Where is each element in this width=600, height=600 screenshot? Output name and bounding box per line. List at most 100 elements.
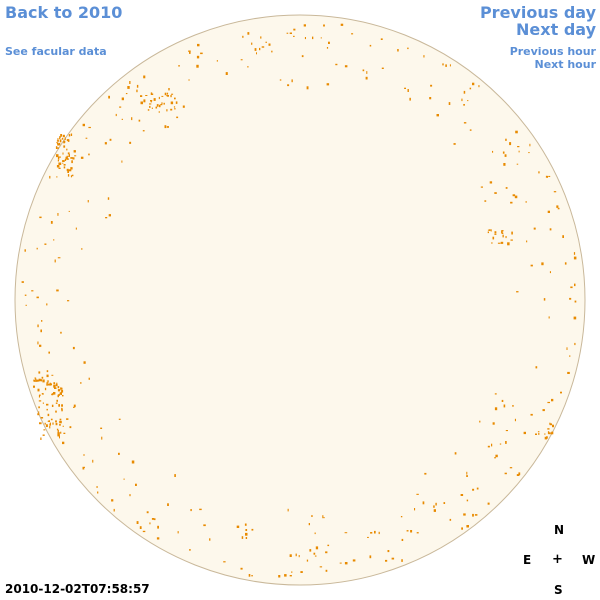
facula-mark: [245, 529, 248, 531]
facula-mark: [33, 385, 35, 388]
facula-mark: [200, 52, 203, 55]
facula-mark: [40, 329, 42, 333]
facula-mark: [39, 216, 42, 219]
facula-mark: [387, 550, 390, 553]
facula-mark: [569, 297, 572, 300]
facula-mark: [140, 101, 143, 105]
facula-mark: [265, 41, 267, 43]
back-to-year-link[interactable]: Back to 2010: [5, 3, 123, 22]
facula-mark: [88, 377, 90, 380]
facula-mark: [57, 143, 60, 146]
next-hour-link[interactable]: Next hour: [534, 58, 597, 71]
facula-mark: [553, 191, 557, 193]
facula-mark: [115, 113, 117, 117]
facula-mark: [168, 88, 170, 91]
facula-mark: [339, 562, 342, 564]
facula-mark: [203, 524, 206, 527]
facula-mark: [289, 32, 292, 34]
facula-mark: [271, 50, 273, 53]
facula-mark: [433, 509, 436, 512]
facula-mark: [75, 227, 77, 230]
facula-mark: [479, 420, 481, 423]
facula-mark: [153, 98, 156, 101]
facula-mark: [344, 65, 348, 68]
see-facular-data-link[interactable]: See facular data: [5, 45, 107, 58]
facula-mark: [573, 316, 577, 320]
facula-mark: [322, 515, 324, 519]
facula-mark: [62, 425, 64, 427]
facula-mark: [491, 242, 493, 244]
facula-mark: [46, 403, 49, 406]
facula-mark: [159, 104, 161, 108]
facula-mark: [111, 499, 114, 502]
facula-mark: [44, 422, 46, 425]
facula-mark: [67, 300, 70, 302]
facula-mark: [55, 402, 58, 404]
facula-mark: [136, 89, 138, 93]
facula-mark: [410, 530, 413, 533]
facula-mark: [166, 109, 168, 112]
facula-mark: [62, 160, 65, 162]
facula-mark: [574, 300, 577, 303]
facula-mark: [443, 502, 446, 504]
previous-hour-link[interactable]: Previous hour: [509, 45, 596, 58]
facula-mark: [505, 138, 507, 141]
facula-mark: [248, 574, 251, 577]
facula-mark: [268, 43, 271, 46]
facula-mark: [369, 44, 372, 47]
facula-mark: [170, 101, 174, 105]
facula-mark: [49, 382, 51, 386]
facula-mark: [516, 291, 519, 293]
previous-day-link[interactable]: Previous day: [479, 3, 596, 22]
facula-mark: [46, 382, 49, 384]
facula-mark: [543, 298, 546, 301]
facula-mark: [171, 93, 174, 95]
facula-mark: [369, 555, 372, 559]
facula-mark: [59, 424, 61, 426]
facula-mark: [109, 138, 112, 141]
facula-mark: [546, 436, 548, 439]
facula-mark: [121, 160, 123, 163]
facula-mark: [121, 97, 124, 101]
facula-mark: [46, 303, 48, 306]
facula-mark: [138, 119, 141, 122]
facula-mark: [326, 83, 330, 86]
facula-mark: [544, 436, 547, 440]
facula-mark: [503, 163, 506, 166]
facula-mark: [156, 104, 159, 107]
facula-mark: [533, 227, 536, 230]
compass-north-label: N: [554, 523, 565, 537]
facula-mark: [494, 407, 498, 411]
facula-mark: [48, 351, 50, 354]
facula-mark: [295, 553, 297, 557]
facula-mark: [56, 147, 59, 149]
facula-mark: [504, 154, 507, 157]
facula-mark: [291, 571, 293, 573]
facula-mark: [37, 388, 40, 392]
facula-mark: [57, 432, 60, 436]
compass-west-label: W: [582, 553, 596, 567]
facula-mark: [545, 175, 548, 178]
facula-mark: [289, 554, 292, 557]
facula-mark: [58, 162, 62, 165]
facula-mark: [57, 257, 61, 259]
facula-mark: [38, 395, 40, 398]
facula-mark: [188, 50, 191, 52]
facula-mark: [505, 236, 507, 239]
facula-mark: [34, 377, 37, 379]
facula-mark: [474, 514, 478, 516]
facula-mark: [547, 428, 550, 430]
facula-mark: [61, 404, 63, 407]
facula-mark: [163, 102, 165, 105]
facula-mark: [56, 176, 58, 178]
solar-disk: [14, 14, 586, 586]
facula-mark: [309, 549, 312, 552]
next-day-link[interactable]: Next day: [516, 20, 596, 39]
facula-mark: [401, 559, 403, 562]
facula-mark: [56, 142, 58, 144]
facula-mark: [240, 59, 243, 61]
facula-mark: [118, 452, 120, 455]
facula-mark: [319, 566, 323, 568]
facula-mark: [197, 43, 200, 47]
facula-mark: [312, 36, 314, 40]
